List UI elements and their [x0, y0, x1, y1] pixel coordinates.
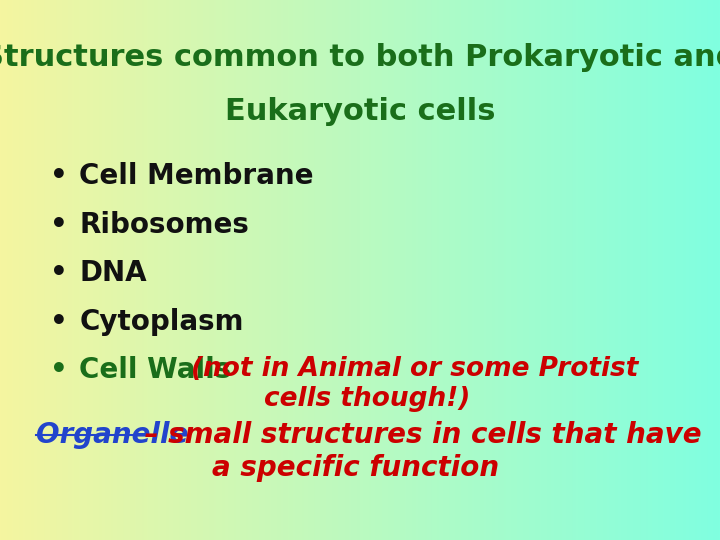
- Text: •: •: [50, 356, 68, 384]
- Text: •: •: [50, 211, 68, 239]
- Text: Eukaryotic cells: Eukaryotic cells: [225, 97, 495, 126]
- Text: Structures common to both Prokaryotic and: Structures common to both Prokaryotic an…: [0, 43, 720, 72]
- Text: – small structures in cells that have
        a specific function: – small structures in cells that have a …: [135, 421, 702, 482]
- Text: •: •: [50, 308, 68, 336]
- Text: DNA: DNA: [79, 259, 147, 287]
- Text: (not in Animal or some Protist
        cells though!): (not in Animal or some Protist cells tho…: [191, 356, 638, 413]
- Text: Cytoplasm: Cytoplasm: [79, 308, 243, 336]
- Text: Cell Walls: Cell Walls: [79, 356, 241, 384]
- Text: Ribosomes: Ribosomes: [79, 211, 249, 239]
- Text: Cell Membrane: Cell Membrane: [79, 162, 314, 190]
- Text: •: •: [50, 259, 68, 287]
- Text: Organelle: Organelle: [36, 421, 189, 449]
- Text: •: •: [50, 162, 68, 190]
